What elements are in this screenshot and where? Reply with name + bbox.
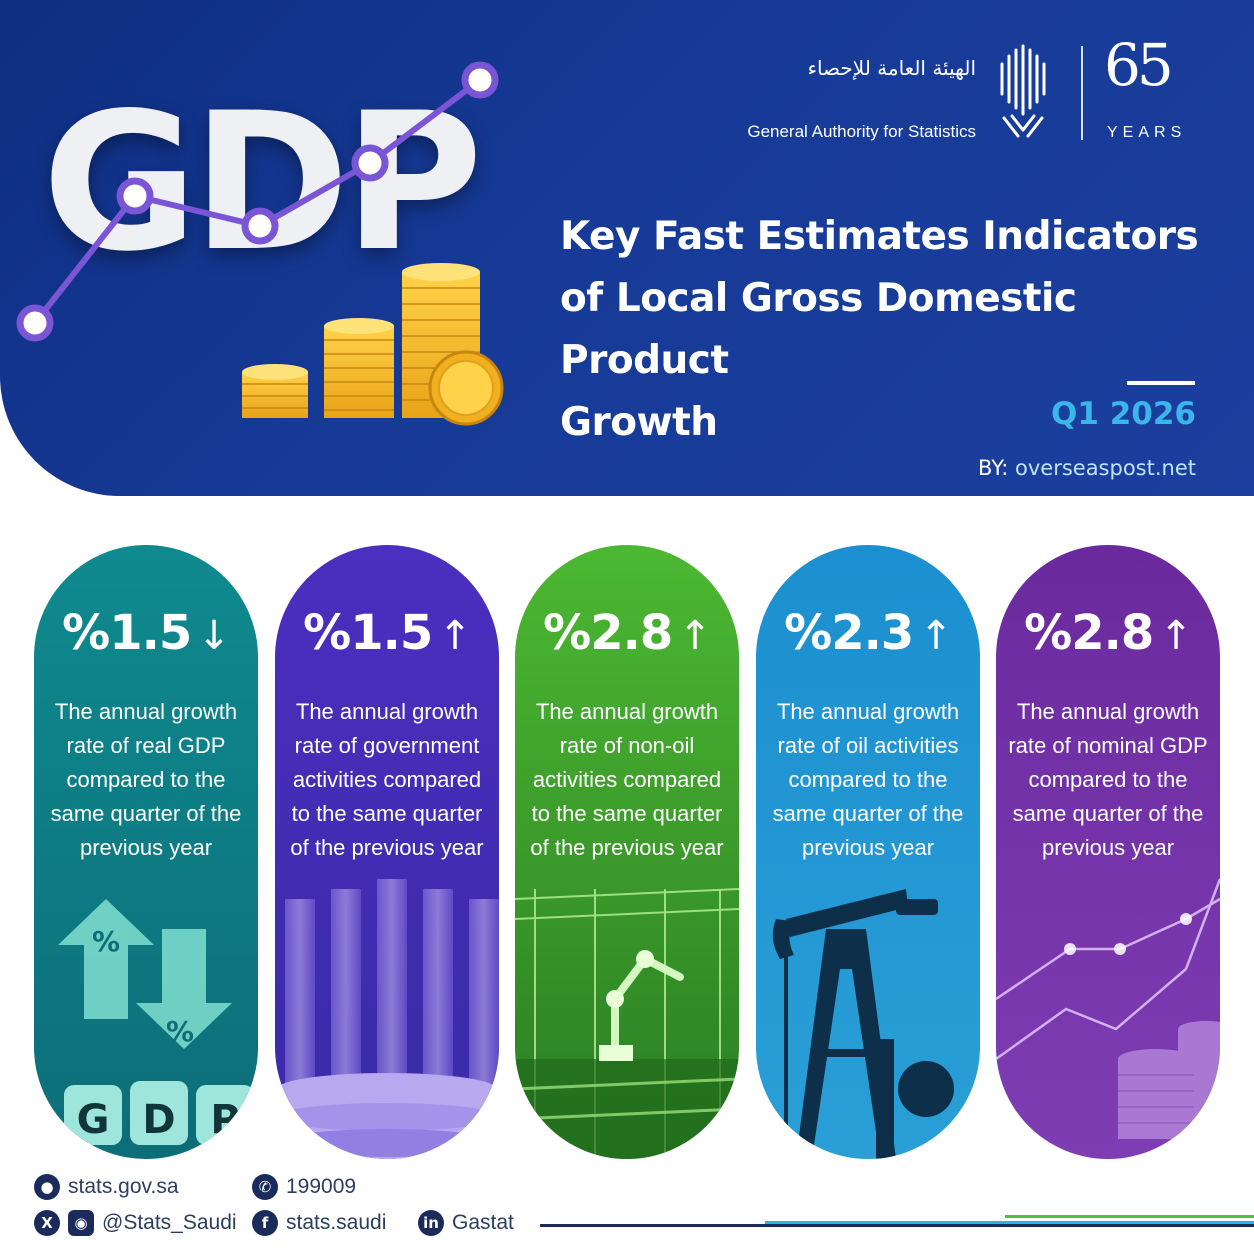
arrow-up-icon: ↑ xyxy=(678,613,712,659)
government-columns-icon xyxy=(275,859,499,1159)
facebook-icon: f xyxy=(252,1210,278,1236)
footer-phone-text: 199009 xyxy=(286,1175,357,1198)
footer-accent-line-blue xyxy=(765,1221,1254,1224)
title-line: Key Fast Estimates Indicators xyxy=(560,214,1199,259)
footer-website[interactable]: ● stats.gov.sa xyxy=(34,1174,179,1200)
org-name-arabic: الهيئة العامة للإحصاء xyxy=(807,56,976,80)
title-line: of Local Gross Domestic Product xyxy=(560,276,1077,383)
footer-linkedin-text: Gastat xyxy=(452,1211,514,1234)
coins-growth-chart-icon xyxy=(996,859,1220,1159)
footer-social-handle[interactable]: X ◉ @Stats_Saudi xyxy=(34,1210,237,1236)
x-twitter-icon: X xyxy=(34,1210,60,1236)
phone-icon: ✆ xyxy=(252,1174,278,1200)
indicator-description: The annual growth rate of real GDP compa… xyxy=(50,699,242,860)
indicator-value: %2.3 ↑ xyxy=(756,605,980,661)
org-name-english: General Authority for Statistics xyxy=(747,122,976,141)
byline-prefix: BY: xyxy=(977,456,1009,480)
svg-text:P: P xyxy=(210,1097,239,1143)
footer-accent-line-green xyxy=(1005,1215,1254,1218)
arrow-up-icon: ↑ xyxy=(919,613,953,659)
globe-icon: ● xyxy=(34,1174,60,1200)
footer-social-handle-text: @Stats_Saudi xyxy=(102,1211,237,1234)
indicator-value: %2.8 ↑ xyxy=(515,605,739,661)
indicator-value-text: %2.3 xyxy=(784,605,914,661)
indicator-value: %1.5 ↑ xyxy=(275,605,499,661)
gdp-hero-graphic: GDP xyxy=(0,0,540,460)
svg-text:D: D xyxy=(142,1097,175,1143)
indicator-value-text: %1.5 xyxy=(303,605,433,661)
arrow-down-icon: ↓ xyxy=(197,613,231,659)
title-line: Growth xyxy=(560,400,718,445)
indicator-description: The annual growth rate of nominal GDP co… xyxy=(1008,699,1208,860)
indicator-value-text: %1.5 xyxy=(62,605,192,661)
svg-text:%: % xyxy=(92,925,120,958)
indicator-value-text: %2.8 xyxy=(543,605,673,661)
indicator-card: %% G D P %1.5 ↓ The annual growth rate of real… xyxy=(34,545,258,1159)
indicator-card: %2.3 ↑ The annual growth rate of oil activ… xyxy=(756,545,980,1159)
gdp-hero-text: GDP xyxy=(42,72,483,293)
svg-text:G: G xyxy=(77,1097,110,1143)
indicator-card: %1.5 ↑ The annual growth rate of governmen… xyxy=(275,545,499,1159)
footer-accent-line-navy xyxy=(540,1224,1254,1227)
report-period: Q1 2026 xyxy=(1051,396,1196,432)
indicator-description: The annual growth rate of government act… xyxy=(290,699,484,860)
factory-robot-arm-icon xyxy=(515,859,739,1159)
page-title: Key Fast Estimates Indicators of Local G… xyxy=(560,206,1220,454)
byline-site-link[interactable]: overseaspost.net xyxy=(1015,456,1196,480)
indicator-card: %2.8 ↑ The annual growth rate of non-oil a… xyxy=(515,545,739,1159)
indicator-value-text: %2.8 xyxy=(1024,605,1154,661)
gastat-emblem-icon xyxy=(1000,44,1046,138)
arrow-up-icon: ↑ xyxy=(438,613,472,659)
title-underline xyxy=(1127,381,1195,385)
footer-facebook[interactable]: f stats.saudi xyxy=(252,1210,386,1236)
instagram-icon: ◉ xyxy=(68,1210,94,1236)
anniversary-label: YEARS xyxy=(1107,124,1187,141)
indicator-description: The annual growth rate of oil activities… xyxy=(772,699,964,860)
footer-phone[interactable]: ✆ 199009 xyxy=(252,1174,356,1200)
header-banner: GDP xyxy=(0,0,1254,496)
footer-website-text: stats.gov.sa xyxy=(68,1175,179,1198)
indicator-card: %2.8 ↑ The annual growth rate of nominal G… xyxy=(996,545,1220,1159)
indicator-value: %1.5 ↓ xyxy=(34,605,258,661)
linkedin-icon: in xyxy=(418,1210,444,1236)
logo-divider xyxy=(1081,46,1083,140)
coin-stacks-icon xyxy=(242,263,504,426)
footer-facebook-text: stats.saudi xyxy=(286,1211,387,1234)
gdp-blocks-percent-arrows-icon: %% G D P xyxy=(34,859,258,1159)
indicator-description: The annual growth rate of non-oil activi… xyxy=(530,699,724,860)
anniversary-number: 65 xyxy=(1104,31,1174,99)
indicator-value: %2.8 ↑ xyxy=(996,605,1220,661)
footer-linkedin[interactable]: in Gastat xyxy=(418,1210,514,1236)
oil-pumpjack-icon xyxy=(756,859,980,1159)
svg-text:%: % xyxy=(166,1015,194,1048)
arrow-up-icon: ↑ xyxy=(1159,613,1193,659)
byline: BY: overseaspost.net xyxy=(978,456,1196,480)
growth-line-chart-icon xyxy=(16,61,499,342)
